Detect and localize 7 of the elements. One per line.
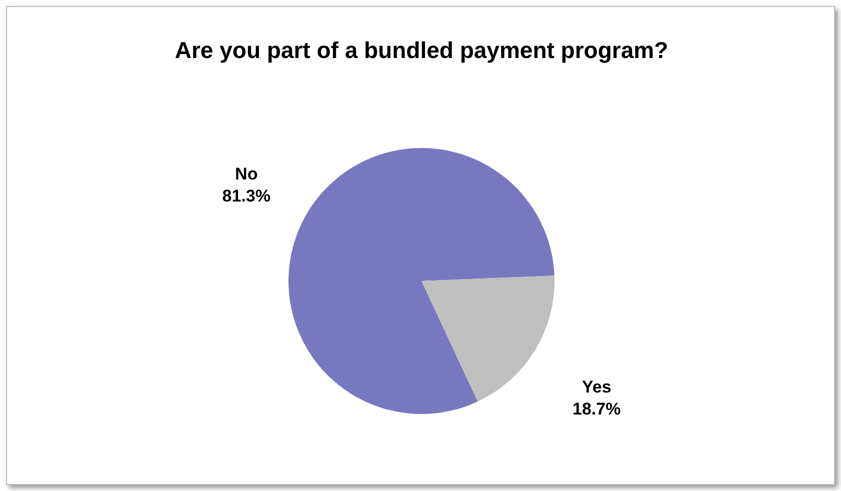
chart-title: Are you part of a bundled payment program? [174, 37, 668, 63]
data-label: 18.7% [572, 400, 621, 419]
pie-slice [288, 148, 554, 414]
slice-label: Yes [582, 378, 612, 397]
data-label: 81.3% [222, 186, 270, 206]
pie-slice [422, 276, 554, 402]
slice-label: No [235, 164, 258, 184]
